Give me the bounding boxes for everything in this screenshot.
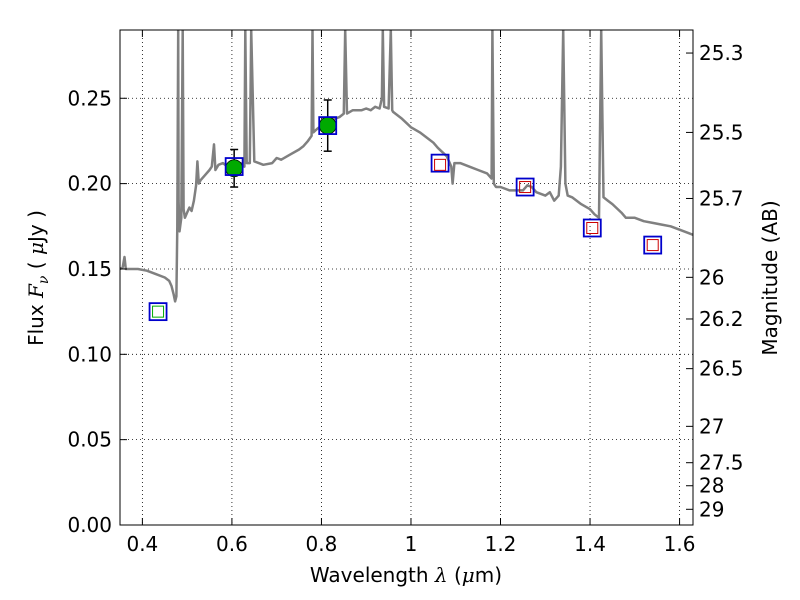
x-axis-label: Wavelength λ (μm) bbox=[310, 563, 502, 587]
inner-square bbox=[519, 181, 532, 194]
x-tick-label: 1.4 bbox=[574, 532, 606, 556]
right-tick-label: 27 bbox=[699, 414, 724, 438]
x-tick-label: 0.4 bbox=[126, 532, 158, 556]
model-square bbox=[582, 218, 602, 238]
y-tick-label: 0.10 bbox=[67, 342, 112, 366]
model-square bbox=[318, 116, 338, 135]
y-tick-label: 0.05 bbox=[67, 428, 112, 452]
inner-square bbox=[434, 158, 447, 171]
inner-square bbox=[646, 239, 659, 252]
y-tick-label: 0.20 bbox=[67, 172, 112, 196]
x-axis-label-unit: ( bbox=[448, 563, 462, 587]
x-axis-label-symbol: λ bbox=[434, 563, 448, 587]
axis-tick-labels: 0.4 0.6 0.8 1 1.2 1.4 1.6 0.00 0.05 0.10 0.15 0.20 0… bbox=[67, 41, 743, 556]
right-tick-label: 26.5 bbox=[699, 357, 744, 381]
sed-model-line bbox=[120, 30, 693, 303]
model-square bbox=[643, 235, 663, 255]
right-tick-label: 25.7 bbox=[699, 186, 744, 210]
x-tick-label: 1.2 bbox=[485, 532, 517, 556]
x-axis-label-close: m) bbox=[475, 563, 502, 587]
plot-data bbox=[120, 30, 693, 303]
plot-markers bbox=[148, 99, 663, 322]
inner-square bbox=[152, 305, 165, 318]
x-tick-label: 0.8 bbox=[306, 532, 338, 556]
x-axis-label-mu: μ bbox=[462, 563, 475, 587]
inner-square bbox=[586, 222, 599, 234]
y-axis-label-prefix: Flux bbox=[24, 298, 48, 346]
y-axis-label-mu: μ bbox=[24, 242, 48, 255]
axis-ticks bbox=[120, 30, 693, 526]
right-tick-label: 27.5 bbox=[699, 451, 744, 475]
model-square bbox=[515, 177, 535, 197]
y-axis-label: Flux Fν ( μJy ) bbox=[24, 210, 52, 346]
model-square bbox=[430, 153, 450, 173]
y-tick-label: 0.00 bbox=[67, 513, 112, 537]
y-axis-label-symbol: F bbox=[24, 283, 48, 299]
right-tick-label: 25.5 bbox=[699, 120, 744, 144]
x-tick-label: 1.6 bbox=[664, 532, 696, 556]
y-axis-label-unit: ( bbox=[24, 255, 48, 276]
right-tick-label: 28 bbox=[699, 474, 724, 498]
y-tick-label: 0.15 bbox=[67, 257, 112, 281]
model-square bbox=[224, 157, 244, 176]
right-tick-label: 29 bbox=[699, 497, 724, 521]
right-tick-label: 26 bbox=[699, 265, 724, 289]
right-tick-label: 26.2 bbox=[699, 307, 744, 331]
right-axis-label: Magnitude (AB) bbox=[758, 200, 782, 355]
x-tick-label: 0.6 bbox=[216, 532, 248, 556]
observed-point bbox=[318, 116, 337, 135]
x-axis-label-prefix: Wavelength bbox=[310, 563, 435, 587]
model-square bbox=[148, 302, 168, 322]
y-tick-label: 0.25 bbox=[67, 86, 112, 110]
y-axis-label-subscript: ν bbox=[36, 275, 52, 284]
y-axis-label-close: Jy ) bbox=[24, 210, 48, 244]
grid bbox=[120, 30, 693, 525]
right-tick-label: 25.3 bbox=[699, 41, 744, 65]
x-tick-label: 1 bbox=[405, 532, 418, 556]
